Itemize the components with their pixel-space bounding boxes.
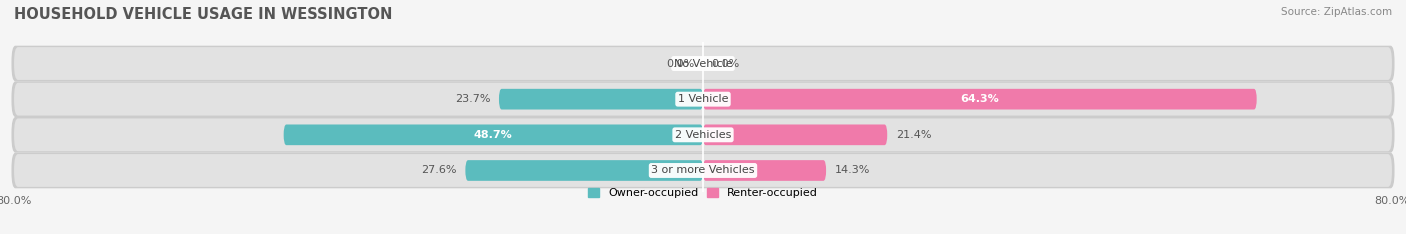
Text: 0.0%: 0.0%	[711, 58, 740, 69]
FancyBboxPatch shape	[14, 118, 1392, 151]
FancyBboxPatch shape	[284, 124, 703, 145]
Text: 1 Vehicle: 1 Vehicle	[678, 94, 728, 104]
Text: 48.7%: 48.7%	[474, 130, 513, 140]
Text: HOUSEHOLD VEHICLE USAGE IN WESSINGTON: HOUSEHOLD VEHICLE USAGE IN WESSINGTON	[14, 7, 392, 22]
FancyBboxPatch shape	[703, 89, 1257, 110]
Text: 2 Vehicles: 2 Vehicles	[675, 130, 731, 140]
Text: 27.6%: 27.6%	[422, 165, 457, 176]
Text: 3 or more Vehicles: 3 or more Vehicles	[651, 165, 755, 176]
FancyBboxPatch shape	[11, 81, 1395, 117]
Text: 64.3%: 64.3%	[960, 94, 1000, 104]
Text: 23.7%: 23.7%	[454, 94, 491, 104]
FancyBboxPatch shape	[499, 89, 703, 110]
FancyBboxPatch shape	[11, 117, 1395, 153]
FancyBboxPatch shape	[11, 46, 1395, 81]
FancyBboxPatch shape	[703, 124, 887, 145]
FancyBboxPatch shape	[14, 83, 1392, 116]
FancyBboxPatch shape	[703, 160, 827, 181]
FancyBboxPatch shape	[14, 154, 1392, 187]
FancyBboxPatch shape	[465, 160, 703, 181]
FancyBboxPatch shape	[11, 153, 1395, 188]
Text: 0.0%: 0.0%	[666, 58, 695, 69]
Text: 14.3%: 14.3%	[835, 165, 870, 176]
Legend: Owner-occupied, Renter-occupied: Owner-occupied, Renter-occupied	[588, 188, 818, 198]
Text: 21.4%: 21.4%	[896, 130, 931, 140]
Text: Source: ZipAtlas.com: Source: ZipAtlas.com	[1281, 7, 1392, 17]
Text: No Vehicle: No Vehicle	[673, 58, 733, 69]
FancyBboxPatch shape	[14, 47, 1392, 80]
